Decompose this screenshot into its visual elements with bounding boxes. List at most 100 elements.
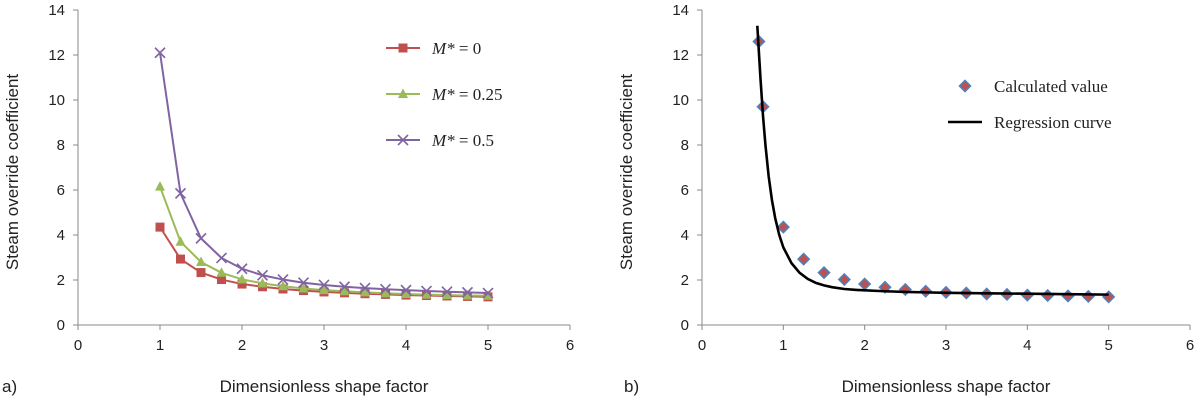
data-point-m-0-25 [237,273,247,284]
x-tick-label: 5 [484,337,492,354]
data-point-m-0-25 [155,181,165,191]
data-point-m-0-5 [441,286,453,298]
plot-area-a [154,47,494,302]
y-tick-label: 4 [681,227,689,244]
y-tick-label: 6 [57,182,65,199]
data-point-m-0-25 [483,290,493,300]
y-axis-label-b: Steam override coefficient [617,74,636,271]
y-tick-label: 10 [672,92,689,109]
x-tick-label: 3 [320,337,328,354]
y-axis-label-a: Steam override coefficient [3,74,22,271]
data-point-m-0-25 [442,289,452,300]
data-point-m-0-25 [319,284,329,295]
x-axis-label-b: Dimensionless shape factor [842,377,1051,396]
panel-label-a: a) [2,377,17,396]
legend-b: Calculated value Regression curve [948,77,1112,132]
legend-label-calculated-value: Calculated value [994,77,1108,96]
data-point-m-0-5 [420,285,433,297]
data-point-calculated-value [1081,289,1095,304]
data-point-m-0-25 [339,285,350,296]
data-point-m-0-25 [175,236,186,246]
data-point-calculated-value [837,272,851,287]
data-point-m-0-5 [277,273,289,286]
y-tick-label: 14 [672,2,689,19]
data-point-m-0-25 [216,267,227,277]
legend-marker-m-0-5 [397,134,409,146]
data-point-calculated-value [1020,288,1034,302]
y-tick-label: 0 [681,317,689,334]
series-line-regression-curve [756,25,1109,296]
data-point-m-0-5 [297,277,310,289]
legend-label-regression-curve: Regression curve [994,113,1112,132]
y-tick-label: 12 [672,47,689,64]
x-tick-label: 3 [942,337,950,354]
legend-label-m-0-25: M* = 0.25 [431,85,503,104]
data-point-calculated-value [817,265,831,280]
data-point-m-0-25 [421,289,432,299]
x-tick-label: 1 [779,337,787,354]
x-tick-label: 4 [1023,337,1031,354]
data-point-m-0-5 [318,279,330,291]
data-point-m-0-5 [154,47,166,59]
data-point-m-0-5 [359,282,371,294]
y-ticks-a: 0 2 4 6 8 10 12 14 [48,2,78,334]
data-point-m-0-25 [257,277,268,288]
y-tick-label: 8 [681,137,689,154]
data-point-calculated-value [1061,289,1075,303]
data-point-m-0-5 [400,284,412,296]
data-point-m-0-5 [236,263,248,275]
legend-marker-m-0-25 [398,88,408,98]
y-ticks-b: 0 2 4 6 8 10 12 14 [672,2,702,334]
data-point-m-0 [196,268,206,278]
legend-label-m-0-5: M* = 0.5 [431,131,494,150]
x-axis-label-a: Dimensionless shape factor [220,377,429,396]
data-point-m-0 [237,279,247,289]
data-point-m-0-5 [215,252,228,264]
data-point-calculated-value [1041,288,1055,303]
series-line-m-0-25 [159,186,489,297]
legend-marker-m-0 [398,43,408,53]
x-tick-label: 4 [402,337,410,354]
y-tick-label: 12 [48,47,65,64]
y-tick-label: 14 [48,2,65,19]
x-tick-label: 1 [156,337,164,354]
x-tick-label: 0 [698,337,706,354]
data-point-calculated-value [1102,290,1116,304]
y-tick-label: 8 [57,137,65,154]
data-point-calculated-value [797,252,811,266]
data-point-m-0-5 [482,287,494,299]
legend-marker-calculated-value [958,79,972,93]
y-tick-label: 4 [57,227,65,244]
x-tick-label: 6 [1186,337,1194,354]
y-tick-label: 2 [57,272,65,289]
x-tick-label: 0 [74,337,82,354]
data-point-m-0 [176,254,185,264]
legend-a: M* = 0 M* = 0.25 M* = 0.5 [386,39,503,150]
x-tick-label: 6 [566,337,574,354]
data-point-m-0-5 [461,286,474,298]
y-tick-label: 2 [681,272,689,289]
x-tick-label: 2 [860,337,868,354]
legend-label-m-0: M* = 0 [431,39,481,58]
x-ticks-a: 0 1 2 3 4 5 6 [74,325,574,354]
x-tick-label: 2 [238,337,246,354]
data-point-calculated-value [858,277,872,291]
data-point-m-0-25 [196,256,206,266]
data-point-m-0-5 [174,187,187,199]
data-point-m-0-5 [338,281,351,293]
data-point-m-0-25 [380,287,391,298]
x-ticks-b: 0 1 2 3 4 5 6 [698,325,1194,354]
data-point-m-0-5 [256,269,269,281]
data-point-m-0-5 [379,283,392,295]
data-point-m-0-25 [278,280,288,291]
y-tick-label: 0 [57,317,65,334]
data-point-m-0 [155,222,165,232]
data-point-calculated-value [776,220,790,234]
y-tick-label: 6 [681,182,689,199]
data-point-m-0-25 [298,283,309,293]
data-point-m-0-25 [360,286,370,297]
panel-label-b: b) [624,377,639,396]
